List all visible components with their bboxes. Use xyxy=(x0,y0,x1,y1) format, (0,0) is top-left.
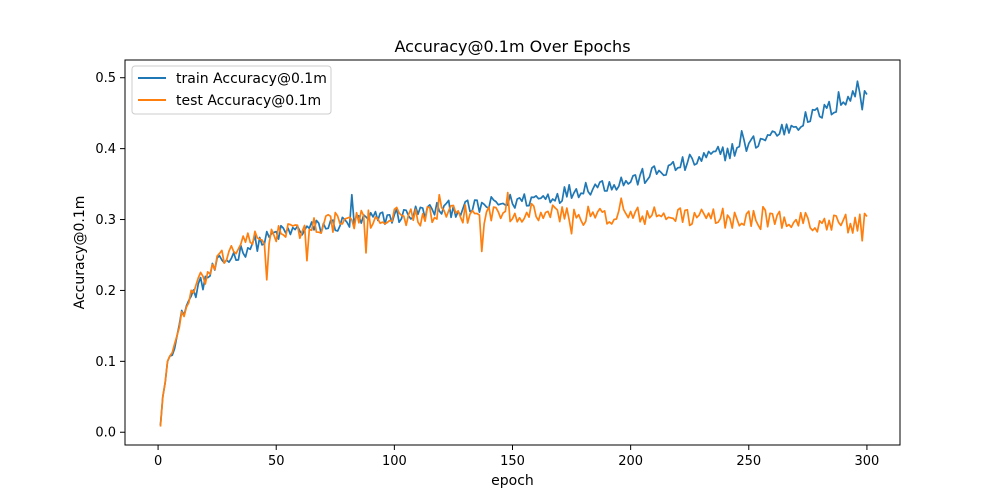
x-tick-label: 250 xyxy=(736,454,761,469)
y-tick-label: 0.2 xyxy=(95,284,116,299)
legend: train Accuracy@0.1m test Accuracy@0.1m xyxy=(131,65,332,115)
x-axis-label: epoch xyxy=(491,473,534,489)
x-tick-label: 150 xyxy=(500,454,525,469)
plot-frame xyxy=(124,59,901,446)
y-tick-label: 0.5 xyxy=(95,71,116,86)
x-tick-label: 50 xyxy=(268,454,285,469)
series-layer xyxy=(159,80,868,427)
x-axis: 0 50 100 150 200 250 300 xyxy=(154,445,879,469)
x-tick-label: 0 xyxy=(154,454,162,469)
legend-label: test Accuracy@0.1m xyxy=(176,93,321,109)
series-line-test xyxy=(159,191,868,427)
y-tick-label: 0.0 xyxy=(95,426,116,441)
y-tick-label: 0.1 xyxy=(95,355,116,370)
series-line-train xyxy=(159,80,868,426)
y-tick-label: 0.3 xyxy=(95,213,116,228)
chart-title: Accuracy@0.1m Over Epochs xyxy=(394,37,630,56)
y-axis-label: Accuracy@0.1m xyxy=(72,196,88,310)
y-axis: 0.0 0.1 0.2 0.3 0.4 0.5 xyxy=(95,71,125,441)
y-tick-label: 0.4 xyxy=(95,142,116,157)
legend-label: train Accuracy@0.1m xyxy=(176,71,327,87)
x-tick-label: 200 xyxy=(618,454,643,469)
legend-box xyxy=(131,65,332,115)
x-tick-label: 300 xyxy=(855,454,880,469)
x-tick-label: 100 xyxy=(382,454,407,469)
